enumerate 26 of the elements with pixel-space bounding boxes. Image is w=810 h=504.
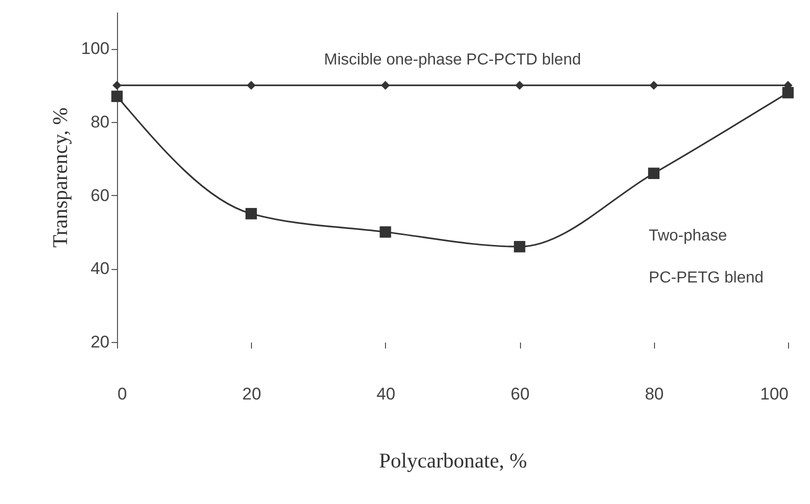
x-tick-label: 0 [118, 384, 127, 404]
point [380, 80, 390, 90]
x-tick-label: 60 [510, 384, 530, 404]
x-tick-label: 20 [242, 384, 262, 404]
x-tick-label: 80 [644, 384, 664, 404]
x-tick-label: 100 [760, 384, 788, 404]
y-tick-label: 40 [90, 259, 110, 278]
point [112, 80, 122, 90]
point [111, 90, 123, 102]
y-tick-label: 80 [90, 112, 110, 132]
point [514, 240, 526, 252]
y-tick-label: 100 [81, 39, 110, 58]
text: Two-phase PC-PETG blend [648, 227, 764, 286]
x-tick-label: 40 [376, 384, 396, 404]
y-axis-title: Transparency, % [48, 107, 72, 248]
point [782, 86, 794, 98]
x-axis-title: Polycarbonate, % [378, 448, 528, 472]
point [246, 80, 256, 90]
y-tick-label: 20 [90, 332, 110, 352]
y-tick-label: 60 [90, 186, 110, 205]
point [649, 80, 658, 90]
point [380, 226, 392, 238]
point [515, 80, 524, 90]
series-label: Miscible one-phase PC-PCTD blend [324, 51, 581, 68]
point [648, 168, 660, 180]
point [246, 208, 257, 220]
